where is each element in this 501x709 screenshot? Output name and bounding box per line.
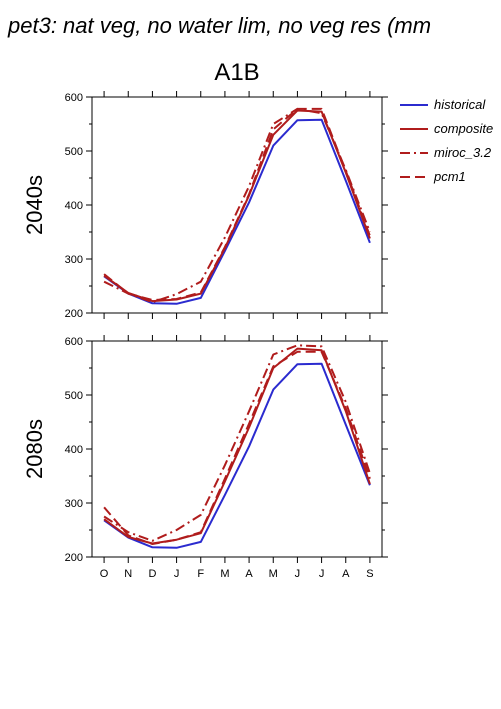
- x-tick-label: M: [220, 568, 229, 580]
- x-tick-label: O: [100, 568, 109, 580]
- panel-2040s: 200 300 400 500 600 2040s: [22, 91, 388, 320]
- legend-label: pcm1: [433, 169, 466, 184]
- x-tick-label: A: [245, 568, 253, 580]
- y-tick-label: 300: [65, 498, 83, 510]
- row-label: 2080s: [22, 419, 47, 479]
- series-line-miroc-3-2: [103, 107, 371, 304]
- legend-label: miroc_3.2: [434, 145, 492, 160]
- series-line-pcm1: [103, 350, 371, 545]
- plot-frame: [91, 96, 383, 314]
- x-tick-label: J: [319, 568, 325, 580]
- series-line-pcm1: [103, 107, 371, 301]
- panel-title: A1B: [214, 59, 259, 86]
- row-label: 2040s: [22, 175, 47, 235]
- x-tick-label: J: [174, 568, 180, 580]
- panels: 200 300 400 500 600 2040s 200 300 400 500 600 O N D J F…: [22, 91, 388, 580]
- x-tick-label: F: [197, 568, 204, 580]
- y-tick-label: 500: [65, 390, 83, 402]
- y-tick-label: 600: [65, 92, 83, 104]
- y-tick-label: 400: [65, 444, 83, 456]
- y-tick-label: 200: [65, 308, 83, 320]
- panel-2080s: 200 300 400 500 600 O N D J F M A M J J A S 2080s: [22, 335, 388, 580]
- legend-label: composite: [434, 121, 493, 136]
- y-tick-label: 500: [65, 146, 83, 158]
- y-tick-label: 600: [65, 336, 83, 348]
- x-tick-label: S: [366, 568, 373, 580]
- y-tick-label: 200: [65, 552, 83, 564]
- x-tick-label: D: [148, 568, 156, 580]
- series-line-miroc-3-2: [103, 344, 371, 542]
- legend-label: historical: [434, 97, 486, 112]
- main-title: pet3: nat veg, no water lim, no veg res …: [7, 13, 431, 38]
- x-tick-label: N: [124, 568, 132, 580]
- x-tick-label: A: [342, 568, 350, 580]
- y-tick-label: 400: [65, 200, 83, 212]
- series-line-composite: [103, 347, 371, 545]
- legend: historical composite miroc_3.2 pcm1: [400, 97, 493, 184]
- series-line-historical: [103, 362, 371, 549]
- x-tick-label: M: [269, 568, 278, 580]
- x-tick-label: J: [295, 568, 301, 580]
- y-tick-label: 300: [65, 254, 83, 266]
